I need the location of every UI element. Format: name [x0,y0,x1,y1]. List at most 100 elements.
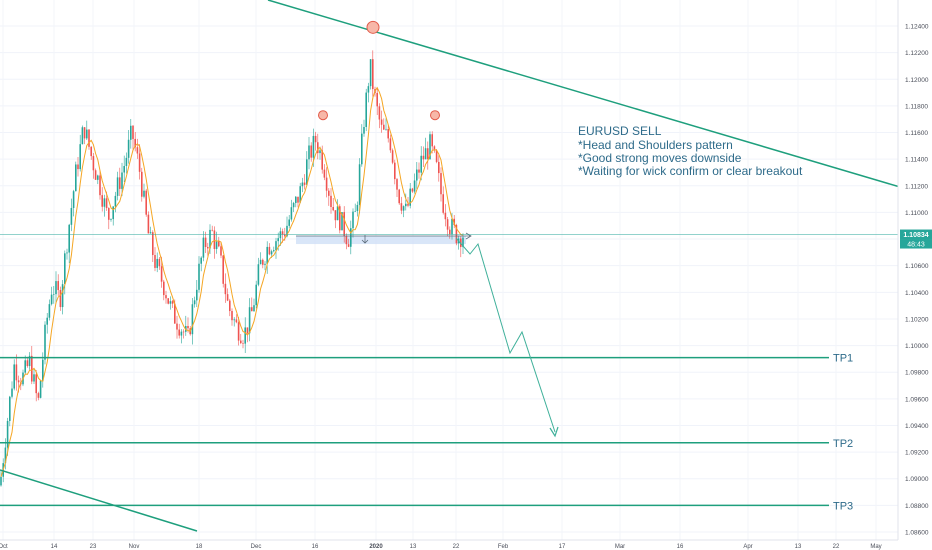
time-tick-label: Apr [743,544,752,550]
countdown-tag [900,239,932,249]
price-tick-label: 1.11000 [905,210,928,217]
candle-body [37,393,40,398]
candle-body [429,134,431,160]
candle-body [110,219,112,220]
candle-body [44,324,46,360]
candle-body [81,127,84,145]
time-tick-label: Mar [615,544,625,550]
candle-body [292,202,295,208]
price-tick-label: 1.09800 [905,370,929,377]
candle-body [176,323,178,330]
left-shoulder-marker [318,110,328,121]
candle-body [99,175,101,196]
price-tick-label: 1.12000 [905,77,929,84]
candle-body [242,343,244,344]
candle-body [134,138,136,148]
candle-body [301,182,304,187]
candle-body [253,305,255,312]
candle-body [145,190,147,215]
candle-body [325,177,328,191]
candle-body [246,327,249,334]
candle-body [209,229,211,249]
target-lines: TP1 TP2 TP3 [0,353,853,512]
candle-body [455,225,458,244]
price-tick-label: 1.09600 [905,396,929,403]
candle-body [83,127,86,139]
candle-body [365,92,367,127]
moving-average-line [0,86,464,477]
candle-body [308,145,310,160]
lower-trendline[interactable] [0,469,198,532]
candle-body [438,161,440,174]
price-tick-label: 1.11600 [905,130,928,137]
candle-body [28,355,31,367]
candle-body [323,169,326,178]
candle-body [321,150,323,170]
candle-body [13,364,15,389]
candle-body [233,319,235,321]
candle-body [50,294,53,305]
annotation-line-3: *Waiting for wick confirm or clear break… [578,164,803,178]
price-tick-label: 1.09200 [905,450,929,457]
time-axis[interactable]: Oct 14 23 Nov 18 Dec 16 2020 13 22 Feb 17 Mar 16 Apr 13… [0,544,882,550]
price-tick-label: 1.08800 [905,503,929,510]
candle-body [409,188,411,206]
candle-body [303,182,306,185]
candle-body [339,206,341,231]
candle-body [211,229,213,231]
price-tick-label: 1.11200 [905,183,928,190]
candle-body [204,237,207,247]
price-tick-label: 1.11800 [905,103,928,110]
candles [0,50,464,487]
candle-body [125,157,128,166]
candle-body [299,186,301,203]
candle-body [350,228,352,247]
candle-body [59,290,62,308]
candle-body [75,164,77,192]
time-tick-label: 22 [833,544,840,550]
candle-body [418,169,420,173]
candle-body [235,319,238,323]
target-label: TP1 [833,353,853,365]
candle-body [273,250,275,252]
candle-body [33,374,35,382]
candle-body [77,164,79,170]
projection-arrow-icon [549,426,559,438]
time-tick-label: 13 [410,544,417,550]
time-axis-background [0,540,932,550]
candle-body [259,259,262,265]
candle-body [284,234,286,237]
candle-body [26,360,29,367]
candle-body [127,139,130,158]
candle-body [160,266,163,282]
price-axis-background [898,0,932,540]
neckline-arrow-icon [465,232,472,240]
candle-body [394,162,396,180]
projection-path[interactable] [455,237,556,433]
candle-body [317,142,319,154]
candle-body [244,327,246,344]
candle-body [123,165,125,173]
time-tick-label: 18 [196,544,203,550]
candle-body [262,259,264,265]
candle-body [402,206,405,211]
candle-body [286,225,288,237]
candle-body [424,148,427,160]
candle-body [405,203,407,207]
candle-body [70,207,73,225]
candle-body [319,150,321,154]
candle-body [396,179,398,190]
candle-body [363,126,365,134]
annotation[interactable]: EURUSD SELL *Head and Shoulders pattern … [578,124,803,178]
time-tick-label: Oct [0,544,8,550]
price-tick-label: 1.10400 [905,290,929,297]
candle-body [385,128,387,130]
candle-body [114,195,117,207]
down-arrow-icon [361,235,369,244]
candle-body [64,253,66,285]
candle-body [46,317,48,325]
candle-body [165,295,167,299]
candle-body [158,258,161,267]
